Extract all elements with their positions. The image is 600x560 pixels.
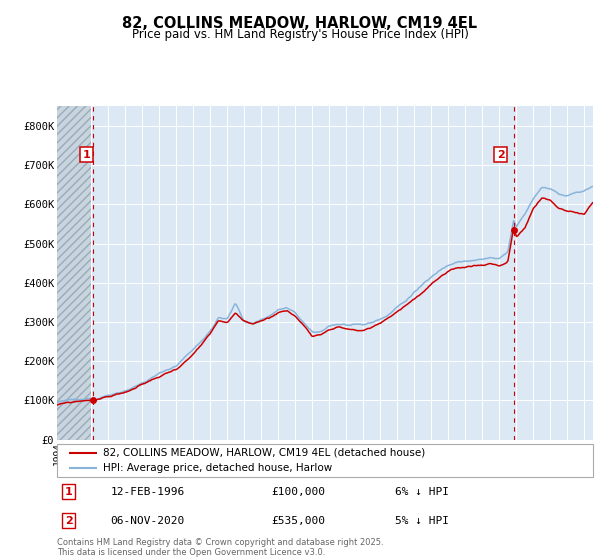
Text: 2: 2 [65, 516, 73, 526]
Text: 6% ↓ HPI: 6% ↓ HPI [395, 487, 449, 497]
Text: 1: 1 [83, 150, 91, 160]
Text: 12-FEB-1996: 12-FEB-1996 [110, 487, 185, 497]
Text: HPI: Average price, detached house, Harlow: HPI: Average price, detached house, Harl… [103, 463, 332, 473]
Text: 06-NOV-2020: 06-NOV-2020 [110, 516, 185, 526]
Text: 82, COLLINS MEADOW, HARLOW, CM19 4EL: 82, COLLINS MEADOW, HARLOW, CM19 4EL [122, 16, 478, 31]
Text: £535,000: £535,000 [271, 516, 325, 526]
Text: Price paid vs. HM Land Registry's House Price Index (HPI): Price paid vs. HM Land Registry's House … [131, 28, 469, 41]
Text: 1: 1 [65, 487, 73, 497]
Text: 2: 2 [497, 150, 505, 160]
Text: 5% ↓ HPI: 5% ↓ HPI [395, 516, 449, 526]
Text: Contains HM Land Registry data © Crown copyright and database right 2025.
This d: Contains HM Land Registry data © Crown c… [57, 538, 383, 557]
Text: £100,000: £100,000 [271, 487, 325, 497]
Text: 82, COLLINS MEADOW, HARLOW, CM19 4EL (detached house): 82, COLLINS MEADOW, HARLOW, CM19 4EL (de… [103, 447, 425, 458]
